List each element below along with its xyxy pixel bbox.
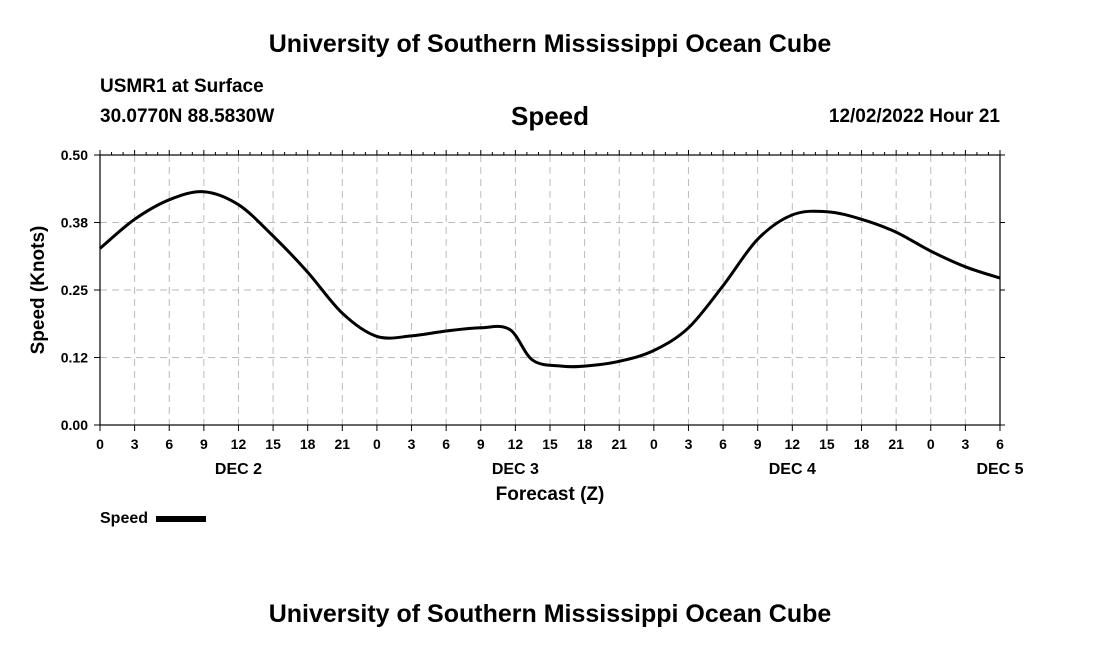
- x-tick-label: 18: [300, 436, 316, 452]
- y-tick-label: 0.12: [61, 350, 88, 366]
- station-coordinates: 30.0770N 88.5830W: [100, 106, 275, 127]
- x-tick-label: 9: [754, 436, 762, 452]
- x-tick-label: 0: [96, 436, 104, 452]
- x-tick-label: 0: [373, 436, 381, 452]
- y-tick-label: 0.00: [61, 417, 88, 433]
- x-tick-label: 15: [542, 436, 558, 452]
- x-tick-label: 12: [508, 436, 524, 452]
- x-tick-label: 21: [888, 436, 904, 452]
- tick-labels: 0 3 6 9 12 15 18 21 0 3 6 9 12 15 18 21 0 3 6 9 12 15 18 21 0 3 6 D…: [61, 147, 1024, 478]
- y-tick-label: 0.25: [61, 282, 88, 298]
- x-axis-label: Forecast (Z): [496, 484, 605, 505]
- x-tick-label: 6: [442, 436, 450, 452]
- day-label: DEC 2: [215, 461, 262, 478]
- y-tick-label: 0.38: [61, 215, 88, 231]
- plot-frame: [99, 154, 1001, 426]
- grid-lines: [100, 155, 1000, 425]
- chart-title-top: University of Southern Mississippi Ocean…: [268, 30, 832, 58]
- x-tick-label: 0: [650, 436, 658, 452]
- x-tick-label: 15: [819, 436, 835, 452]
- x-tick-label: 6: [165, 436, 173, 452]
- x-tick-label: 3: [685, 436, 693, 452]
- y-tick-label: 0.50: [61, 147, 88, 163]
- x-tick-label: 0: [927, 436, 935, 452]
- forecast-datetime: 12/02/2022 Hour 21: [828, 106, 1000, 127]
- x-tick-label: 21: [335, 436, 351, 452]
- x-tick-label: 18: [577, 436, 593, 452]
- x-tick-label: 12: [785, 436, 801, 452]
- x-tick-label: 21: [611, 436, 627, 452]
- legend-swatch: [156, 515, 207, 522]
- x-tick-label: 3: [961, 436, 969, 452]
- legend-label: Speed: [100, 510, 149, 527]
- x-tick-label: 6: [719, 436, 727, 452]
- series-line-speed: [99, 190, 1001, 369]
- legend: Speed: [100, 510, 207, 528]
- station-label: USMR1 at Surface: [100, 76, 264, 97]
- chart-title-bottom: University of Southern Mississippi Ocean…: [268, 600, 832, 628]
- x-tick-label: 18: [854, 436, 870, 452]
- x-tick-label: 12: [231, 436, 247, 452]
- x-tick-label: 9: [200, 436, 208, 452]
- x-tick-label: 3: [408, 436, 416, 452]
- x-tick-label: 9: [477, 436, 485, 452]
- day-label: DEC 5: [976, 461, 1023, 478]
- series-layer: [99, 190, 1001, 369]
- y-axis-label: Speed (Knots): [28, 226, 49, 355]
- variable-title: Speed: [510, 101, 590, 131]
- day-label: DEC 3: [492, 461, 539, 478]
- day-label: DEC 4: [769, 461, 816, 478]
- x-tick-label: 3: [131, 436, 139, 452]
- x-tick-label: 15: [265, 436, 281, 452]
- x-tick-label: 6: [996, 436, 1004, 452]
